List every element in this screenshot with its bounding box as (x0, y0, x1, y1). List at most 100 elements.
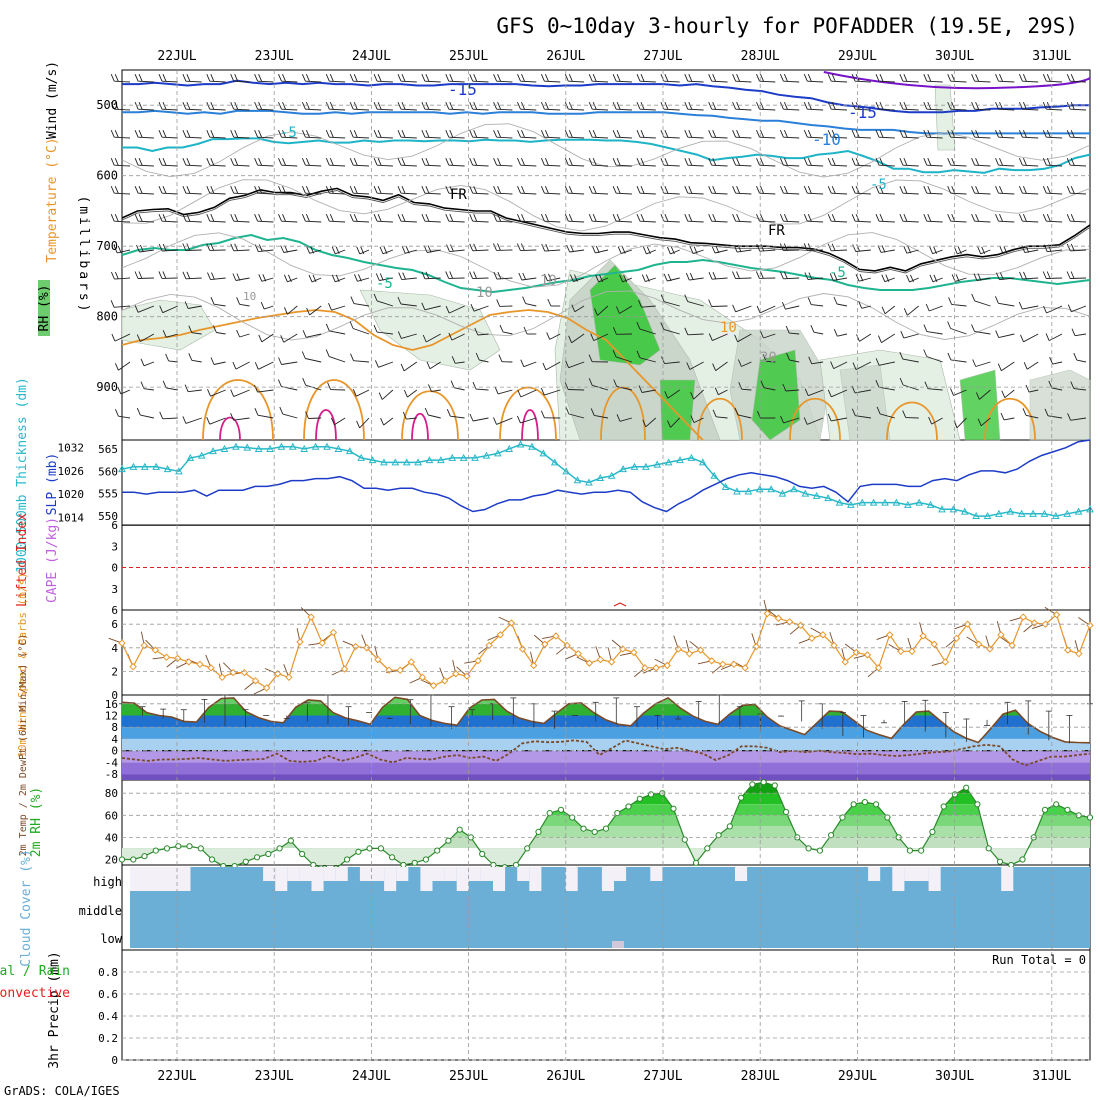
wind-barb (373, 186, 393, 195)
wind-barb (732, 130, 752, 139)
wind-barb (158, 102, 178, 111)
cloud-clear-cell (335, 867, 348, 881)
wind-barb (498, 354, 513, 363)
wind-barb (236, 329, 250, 338)
thickness-point (801, 489, 810, 497)
wind10-point (418, 673, 427, 681)
ylabel-cape: CAPE (J/kg) (45, 517, 60, 603)
wind10-point (407, 658, 415, 666)
wind-barb (803, 243, 824, 251)
thickness-tick: 560 (98, 465, 118, 478)
thickness-point (1040, 509, 1049, 517)
cloud-clear-cell (493, 867, 506, 891)
ylabel-precip-conv: Convective (0, 986, 70, 1001)
wind-barb (278, 74, 298, 83)
contour-labels: -15 -15 -5 -10 -5 FR FR -5 -5 10 10 10 30 10 (243, 80, 887, 366)
ylabel-rh2m: 2m RH (%) (29, 787, 44, 857)
wind-barb (378, 389, 394, 400)
wind-barb (134, 305, 155, 313)
wind-barb (636, 214, 656, 223)
wind-barb (827, 413, 848, 422)
wind-barb (445, 271, 465, 279)
rh-point (816, 847, 824, 854)
wind-barb (708, 333, 728, 342)
contour-warm-6 (789, 398, 841, 441)
wind-barb (660, 294, 680, 307)
slp-tick: 1014 (58, 511, 85, 524)
thickness-point (266, 444, 274, 452)
wind-barb (568, 333, 585, 344)
wind-barb (301, 74, 322, 83)
wind-barb (232, 361, 250, 370)
thickness-point (983, 512, 992, 520)
wind-barb (1018, 102, 1039, 111)
contour-hot-0 (219, 416, 241, 441)
thickness-point (790, 485, 798, 493)
wind-barb (230, 413, 250, 421)
wind-barb (349, 186, 370, 195)
wind-barb (737, 359, 752, 367)
wind-barb (325, 158, 346, 167)
wind-barb (712, 409, 728, 419)
wind10-tick: 4 (111, 642, 118, 655)
wind-barb (899, 351, 919, 363)
rh-tick: 40 (105, 831, 118, 844)
wind-barb (804, 272, 824, 280)
rh-point (918, 847, 925, 854)
wind-barb (493, 243, 513, 251)
wind10-point (863, 651, 872, 659)
wind-barb (875, 186, 895, 195)
wind-barb (469, 243, 489, 252)
wind-barb (1021, 245, 1039, 254)
wind-barb (875, 214, 895, 223)
wind-barb (636, 158, 656, 167)
date-label-top: 30JUL (935, 49, 974, 64)
wind10-point (1052, 611, 1061, 619)
wind-barb (493, 214, 513, 223)
wind-barb (258, 274, 274, 282)
rh-region-6 (659, 379, 696, 441)
cloud-clear-cell (396, 867, 409, 881)
wind10-point (507, 619, 516, 627)
slp-tick: 1032 (58, 442, 85, 455)
date-label-bottom: 30JUL (935, 1069, 974, 1084)
rh-point (715, 832, 722, 839)
wind-barb (1067, 304, 1087, 313)
thickness-point (664, 458, 673, 466)
wind-barb (708, 272, 728, 280)
temp-tick: -4 (105, 756, 119, 769)
thickness-point (607, 471, 616, 479)
wind-barb (280, 245, 298, 253)
rh-point (400, 861, 407, 869)
wind-barb (1066, 186, 1087, 195)
thickness-point (960, 507, 969, 515)
wind-barb (876, 406, 895, 419)
thickness-point (243, 443, 252, 451)
cloud-label-low: low (100, 932, 122, 946)
thickness-tick: 550 (98, 510, 118, 523)
wind-barb (732, 158, 752, 167)
date-label-bottom: 25JUL (449, 1069, 488, 1084)
wind-barb (779, 74, 800, 83)
rh-contour-1 (121, 179, 1091, 232)
rh-point (411, 859, 418, 866)
wind-barb (278, 102, 298, 111)
wind-barb (612, 349, 633, 363)
wind-barb (325, 323, 346, 335)
wind-barb (875, 380, 895, 391)
lifted-index-mark (613, 602, 627, 607)
wind-barb (588, 102, 609, 111)
wind10-point (196, 660, 204, 669)
thickness-point (140, 462, 149, 470)
thickness-point (585, 478, 593, 486)
wind-barb (230, 389, 250, 398)
wind-barb (781, 302, 800, 310)
wind-barb (588, 354, 609, 363)
wind-barb (353, 274, 370, 282)
thickness-tick: 555 (98, 488, 118, 501)
lifted-tick: 3 (111, 583, 118, 596)
wind-barb (947, 352, 967, 363)
wind-barb (134, 102, 154, 111)
date-label-top: 29JUL (838, 49, 877, 64)
rh-region-8 (751, 349, 801, 441)
